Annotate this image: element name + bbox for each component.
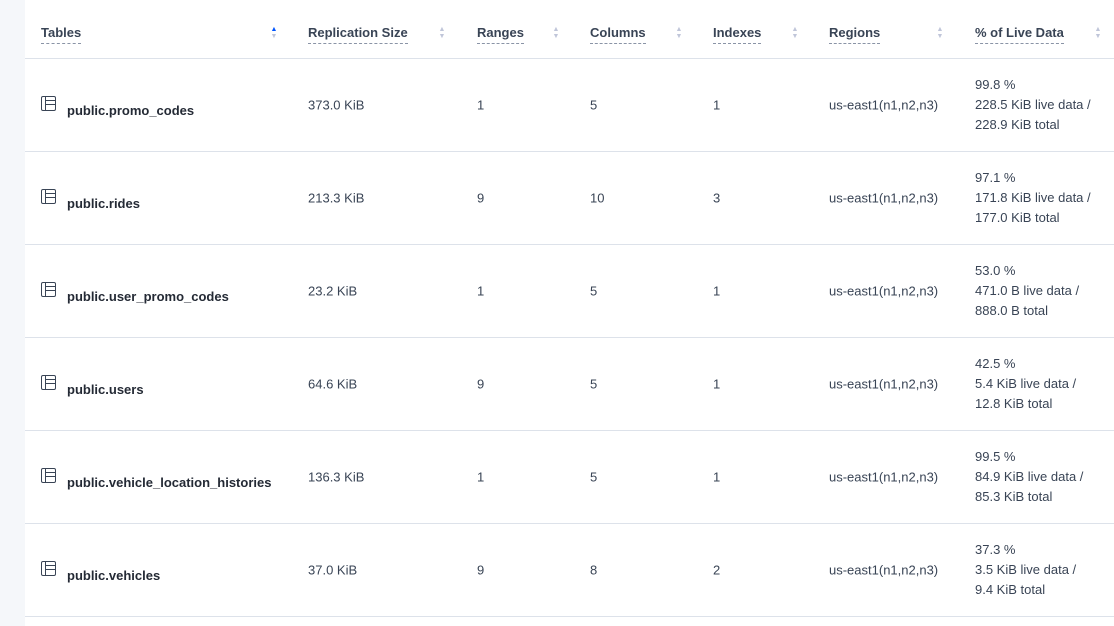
cell-columns: 5 [590,376,598,392]
column-header-6[interactable]: % of Live Data [975,25,1064,44]
total-amount: 177.0 KiB total [975,210,1060,225]
cell-ranges: 1 [477,283,485,299]
live-amount: 3.5 KiB live data / [975,562,1077,577]
live-pct: 99.8 % [975,77,1016,92]
cell-columns: 5 [590,283,598,299]
cell-size: 23.2 KiB [308,283,358,299]
cell-ranges: 1 [477,97,485,113]
table-body: public.promo_codes 373.0 KiB 1 5 1 us-east1(n… [25,59,1114,617]
column-header-5[interactable]: Regions [829,25,881,44]
table-row: public.vehicle_location_histories 136.3 K… [25,431,1114,524]
table-name-link[interactable]: public.user_promo_codes [67,289,229,304]
sort-icon[interactable]: ▲ ▼ [552,26,560,40]
live-amount: 471.0 B live data / [975,283,1080,298]
sort-icon[interactable]: ▲ ▼ [270,26,278,40]
cell-indexes: 1 [713,469,721,485]
column-header-4[interactable]: Indexes [713,25,762,44]
cell-ranges: 1 [477,469,485,485]
live-pct: 99.5 % [975,449,1016,464]
cell-ranges: 9 [477,190,485,206]
column-header-3[interactable]: Columns [590,25,646,44]
cell-ranges: 9 [477,376,485,392]
total-amount: 228.9 KiB total [975,117,1060,132]
sort-icon[interactable]: ▲ ▼ [1094,26,1102,40]
table-row: public.users 64.6 KiB 9 5 1 us-east1(n1,n2,n3… [25,338,1114,431]
cell-size: 213.3 KiB [308,190,365,206]
cell-regions: us-east1(n1,n2,n3) [829,469,939,485]
cell-indexes: 2 [713,562,721,578]
cell-live-data: 97.1 % 171.8 KiB live data / 177.0 KiB tot… [975,168,1091,228]
cell-columns: 5 [590,97,598,113]
cell-live-data: 53.0 % 471.0 B live data / 888.0 B total [975,261,1079,321]
cell-columns: 5 [590,469,598,485]
sidebar-gutter [0,0,25,626]
table-row: public.rides 213.3 KiB 9 10 3 us-east1(n1,n2,… [25,152,1114,245]
cell-regions: us-east1(n1,n2,n3) [829,562,939,578]
cell-live-data: 99.5 % 84.9 KiB live data / 85.3 KiB total [975,447,1083,507]
cell-ranges: 9 [477,562,485,578]
cell-regions: us-east1(n1,n2,n3) [829,97,939,113]
cell-live-data: 99.8 % 228.5 KiB live data / 228.9 KiB tot… [975,75,1091,135]
cell-regions: us-east1(n1,n2,n3) [829,190,939,206]
table-icon [41,189,56,204]
total-amount: 12.8 KiB total [975,396,1053,411]
table-icon [41,561,56,576]
column-header-1[interactable]: Replication Size [308,25,408,44]
cell-regions: us-east1(n1,n2,n3) [829,283,939,299]
live-amount: 5.4 KiB live data / [975,376,1077,391]
sort-icon[interactable]: ▲ ▼ [791,26,799,40]
live-pct: 42.5 % [975,356,1016,371]
cell-columns: 10 [590,190,605,206]
table-icon [41,375,56,390]
table-name-link[interactable]: public.users [67,382,144,397]
total-amount: 9.4 KiB total [975,582,1046,597]
table-name-link[interactable]: public.vehicles [67,568,161,583]
cell-live-data: 37.3 % 3.5 KiB live data / 9.4 KiB total [975,540,1076,600]
table-icon [41,282,56,297]
table-name-link[interactable]: public.vehicle_location_histories [67,475,272,490]
sort-icon[interactable]: ▲ ▼ [675,26,683,40]
total-amount: 85.3 KiB total [975,489,1053,504]
cell-size: 373.0 KiB [308,97,365,113]
live-pct: 53.0 % [975,263,1016,278]
table-icon [41,468,56,483]
cell-indexes: 1 [713,97,721,113]
table-header: Tables ▲ ▼ Replication Size ▲ ▼ Ranges ▲ ▼ Col… [25,0,1114,59]
live-amount: 84.9 KiB live data / [975,469,1084,484]
cell-indexes: 1 [713,376,721,392]
cell-size: 64.6 KiB [308,376,358,392]
live-pct: 37.3 % [975,542,1016,557]
table-row: public.promo_codes 373.0 KiB 1 5 1 us-east1(n… [25,59,1114,152]
total-amount: 888.0 B total [975,303,1048,318]
table-row: public.vehicles 37.0 KiB 9 8 2 us-east1(n1,n2… [25,524,1114,617]
cell-size: 136.3 KiB [308,469,365,485]
tables-table: Tables ▲ ▼ Replication Size ▲ ▼ Ranges ▲ ▼ Col… [25,0,1114,617]
column-header-2[interactable]: Ranges [477,25,524,44]
table-name-link[interactable]: public.promo_codes [67,103,195,118]
cell-columns: 8 [590,562,598,578]
table-icon [41,96,56,111]
cell-indexes: 1 [713,283,721,299]
sort-icon[interactable]: ▲ ▼ [936,26,944,40]
live-amount: 228.5 KiB live data / [975,97,1091,112]
live-amount: 171.8 KiB live data / [975,190,1091,205]
live-pct: 97.1 % [975,170,1016,185]
column-header-0[interactable]: Tables [41,25,82,44]
cell-size: 37.0 KiB [308,562,358,578]
cell-regions: us-east1(n1,n2,n3) [829,376,939,392]
table-name-link[interactable]: public.rides [67,196,140,211]
sort-icon[interactable]: ▲ ▼ [438,26,446,40]
table-row: public.user_promo_codes 23.2 KiB 1 5 1 us-eas… [25,245,1114,338]
cell-indexes: 3 [713,190,721,206]
cell-live-data: 42.5 % 5.4 KiB live data / 12.8 KiB total [975,354,1076,414]
